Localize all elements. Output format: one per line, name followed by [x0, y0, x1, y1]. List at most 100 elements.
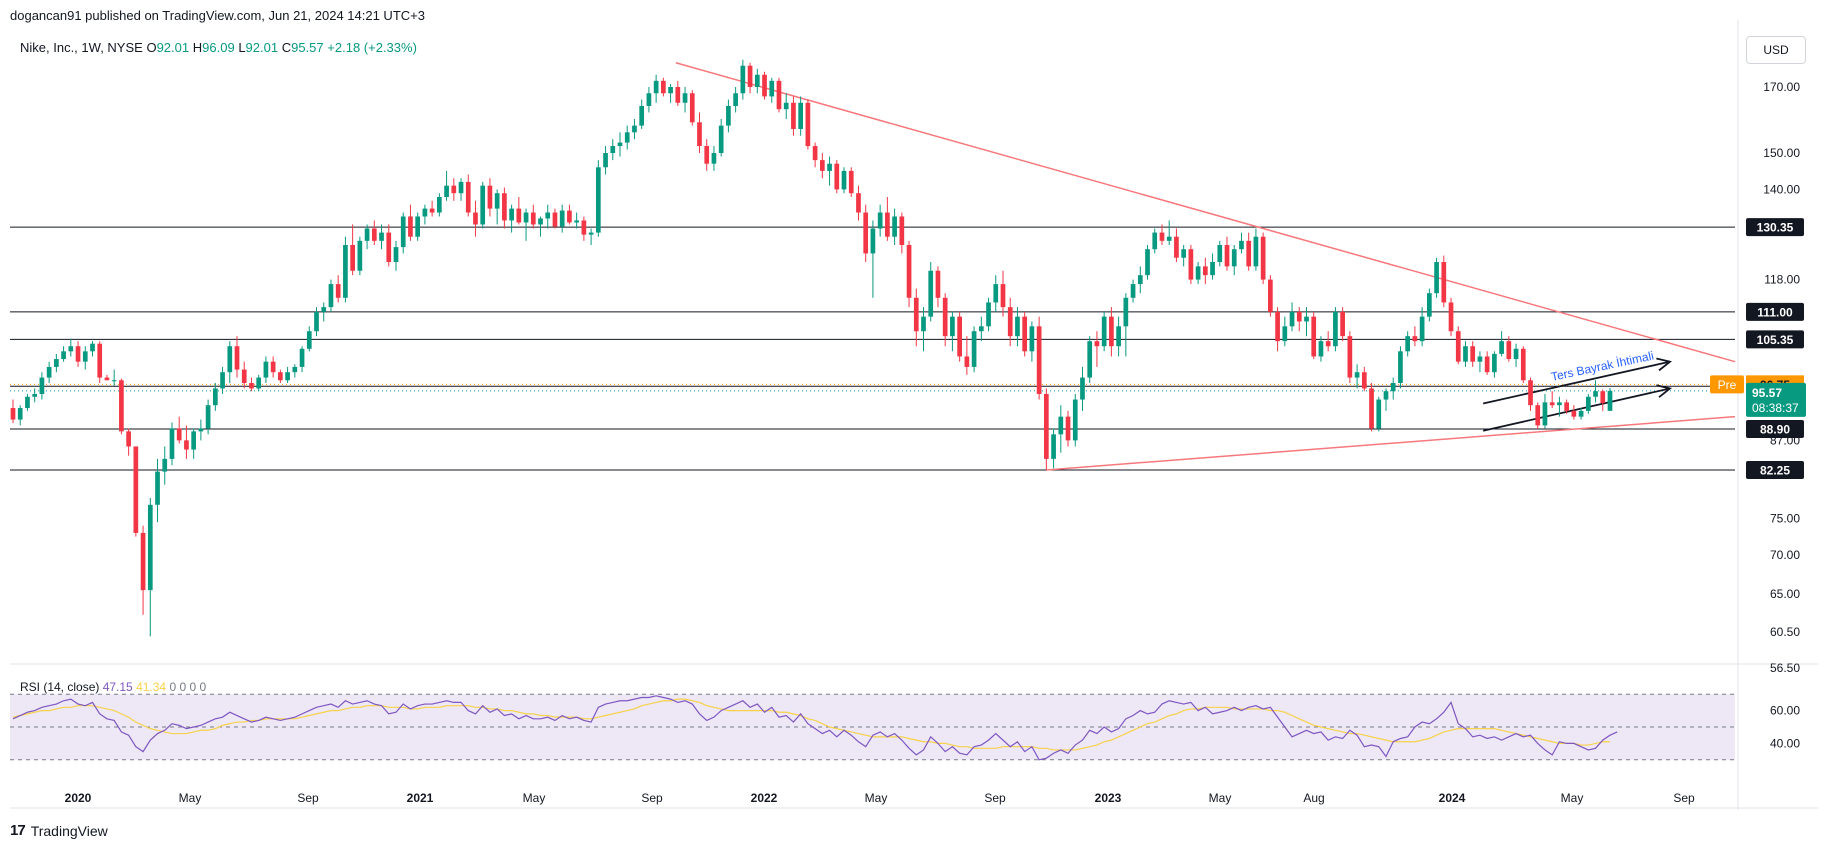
candle-down — [371, 228, 377, 241]
candle-up — [1426, 293, 1432, 317]
time-axis: 2020 May Sep 2021 May Sep 2022 May Sep 2023 May Aug… — [65, 791, 1695, 805]
time-axis-label: May — [1561, 791, 1584, 805]
rising-trendline — [1046, 415, 1736, 471]
currency-button[interactable]: USD — [1746, 36, 1806, 64]
candle-up — [494, 193, 500, 209]
candle-down — [762, 74, 767, 97]
candle-down — [335, 284, 341, 298]
candle-up — [559, 210, 565, 227]
candle-up — [480, 185, 486, 225]
candle-up — [1542, 402, 1548, 426]
level-tag-text: 82.25 — [1760, 463, 1790, 477]
candle-down — [819, 160, 825, 171]
candle-up — [54, 359, 59, 367]
candle-up — [82, 351, 88, 362]
candle-up — [314, 311, 319, 332]
candle-up — [422, 208, 428, 217]
candle-down — [1268, 279, 1273, 312]
candle-down — [1022, 316, 1028, 352]
candle-down — [791, 102, 796, 129]
candle-down — [1109, 316, 1114, 347]
close-label: C — [281, 40, 292, 55]
candle-down — [126, 431, 131, 447]
candle-up — [1130, 284, 1136, 298]
candle-down — [487, 185, 493, 209]
candle-up — [733, 93, 738, 106]
candle-down — [1369, 388, 1374, 429]
candle-up — [357, 240, 363, 271]
flag-arrow-head — [1656, 384, 1673, 398]
candle-up — [1405, 336, 1411, 352]
candle-down — [350, 244, 355, 271]
time-axis-label: May — [179, 791, 202, 805]
candle-up — [32, 393, 38, 397]
time-axis-label: Aug — [1303, 791, 1324, 805]
candle-up — [1051, 434, 1056, 459]
candle-up — [393, 247, 399, 263]
candle-down — [1202, 266, 1208, 276]
candle-up — [198, 428, 204, 432]
candle-up — [769, 80, 775, 97]
candle-down — [689, 93, 695, 123]
candle-up — [343, 244, 348, 298]
trendlines — [675, 62, 1736, 471]
candle-down — [530, 212, 536, 225]
candle-up — [1029, 326, 1035, 352]
change-value: +2.18 (+2.33%) — [327, 40, 417, 55]
time-axis-label: Sep — [641, 791, 663, 805]
candle-up — [1080, 377, 1085, 400]
level-tag-text: 111.00 — [1757, 305, 1793, 319]
candle-down — [1506, 341, 1512, 360]
pre-tag-label: Pre — [1718, 378, 1737, 392]
candle-up — [1087, 341, 1093, 378]
candle-down — [1325, 341, 1331, 347]
candle-down — [812, 146, 818, 161]
candle-up — [841, 170, 847, 190]
candle-down — [863, 212, 869, 254]
candle-up — [986, 302, 991, 327]
time-axis-label: Sep — [984, 791, 1006, 805]
symbol-name[interactable]: Nike, Inc., 1W, NYSE — [20, 40, 143, 55]
candle-down — [856, 193, 861, 213]
candle-down — [1412, 336, 1418, 342]
candle-up — [1398, 351, 1403, 383]
candle-down — [581, 220, 587, 235]
price-tick-label: 170.00 — [1763, 80, 1800, 94]
publisher-line: dogancan91 published on TradingView.com,… — [10, 8, 425, 23]
candle-down — [913, 297, 919, 332]
candle-up — [1239, 240, 1244, 250]
candle-up — [61, 351, 66, 360]
tradingview-logo[interactable]: 17 TradingView — [10, 822, 108, 839]
candle-up — [1492, 353, 1497, 373]
candle-down — [1448, 302, 1454, 332]
candle-up — [1072, 399, 1078, 441]
rsi-label[interactable]: RSI (14, close) — [20, 680, 100, 694]
time-axis-label: 2021 — [407, 791, 434, 805]
candle-up — [950, 316, 955, 337]
rsi-ma-line — [12, 698, 1610, 751]
last-price-tag-bg — [1746, 382, 1806, 417]
candle-up — [726, 105, 731, 126]
candle-up — [595, 167, 601, 233]
candle-up — [1058, 416, 1064, 435]
candle-down — [1044, 393, 1049, 459]
candle-down — [1065, 416, 1071, 441]
tradingview-logo-text: TradingView — [30, 822, 108, 839]
candle-up — [17, 408, 23, 420]
candle-down — [1535, 405, 1541, 426]
candle-down — [805, 102, 811, 147]
candle-down — [1296, 311, 1302, 322]
candle-up — [603, 153, 608, 168]
candle-up — [624, 132, 630, 143]
candle-down — [885, 212, 890, 237]
candle-down — [776, 80, 782, 110]
ters-bayrak-annotation: Ters Bayrak İhtimali — [1550, 348, 1655, 383]
candle-down — [1340, 311, 1345, 337]
close-value: 95.57 — [291, 40, 324, 55]
candle-down — [451, 185, 457, 194]
candle-up — [754, 74, 760, 87]
candle-up — [292, 366, 298, 373]
last-price-tag-price: 95.57 — [1752, 386, 1782, 400]
candle-up — [1217, 244, 1223, 263]
